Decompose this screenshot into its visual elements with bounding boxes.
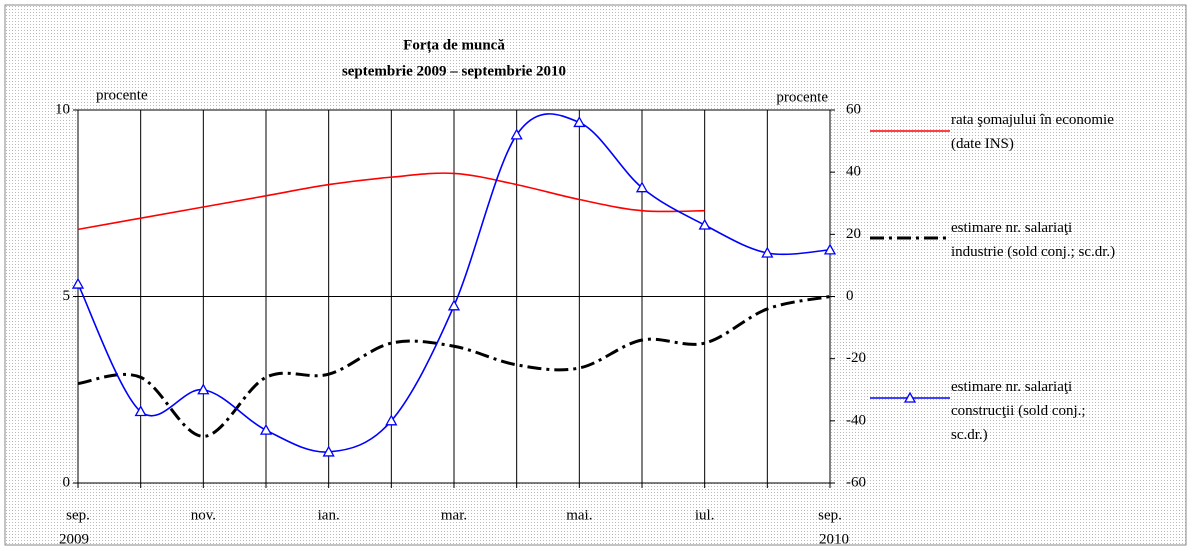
series-marker <box>134 405 147 417</box>
series-marker <box>322 445 335 457</box>
series-marker <box>698 218 711 230</box>
y2-tick-label: 20 <box>846 226 861 242</box>
legend-label: estimare nr. salariaţi industrie (sold c… <box>951 220 1116 260</box>
series-marker <box>197 383 210 395</box>
series-marker <box>71 277 85 289</box>
chart-subtitle: septembrie 2009 – septembrie 2010 <box>342 63 566 79</box>
x-tick-label: nov. <box>191 507 216 523</box>
x-tick-label: sep. <box>66 507 90 523</box>
legend-marker <box>903 391 917 403</box>
series-marker <box>761 246 774 258</box>
legend-label: rata şomajului în economie (date INS) <box>951 112 1114 152</box>
y2-tick-label: 0 <box>846 288 854 304</box>
series-marker <box>447 299 461 311</box>
series-marker <box>573 116 586 128</box>
x-tick-label: iul. <box>695 507 715 523</box>
series-marker <box>635 181 649 193</box>
x-year-label: 2009 <box>59 531 89 547</box>
x-tick-label: ian. <box>318 507 340 523</box>
y-axis-label: procente <box>96 87 148 103</box>
y2-tick-label: 40 <box>846 164 861 180</box>
series-line <box>77 295 831 438</box>
y2-tick-label: 60 <box>846 101 861 117</box>
y-tick-label: 5 <box>63 288 71 304</box>
x-tick-label: mai. <box>566 507 592 523</box>
y2-tick-label: -20 <box>846 350 866 366</box>
y-tick-label: 10 <box>55 101 70 117</box>
legend-label: estimare nr. salariaţi construcţii (sold… <box>951 379 1086 443</box>
series-marker <box>823 243 837 255</box>
series-marker <box>385 414 398 426</box>
series-marker <box>259 423 273 435</box>
chart-title: Forța de muncă <box>403 37 505 53</box>
y2-axis-label: procente <box>776 89 828 105</box>
y2-tick-label: -60 <box>846 474 866 490</box>
x-tick-label: sep. <box>818 507 842 523</box>
series-line <box>77 172 705 231</box>
y-tick-label: 0 <box>63 474 71 490</box>
y2-tick-label: -40 <box>846 412 866 428</box>
x-tick-label: mar. <box>441 507 467 523</box>
x-year-label: 2010 <box>819 531 849 547</box>
series-marker <box>510 128 523 140</box>
